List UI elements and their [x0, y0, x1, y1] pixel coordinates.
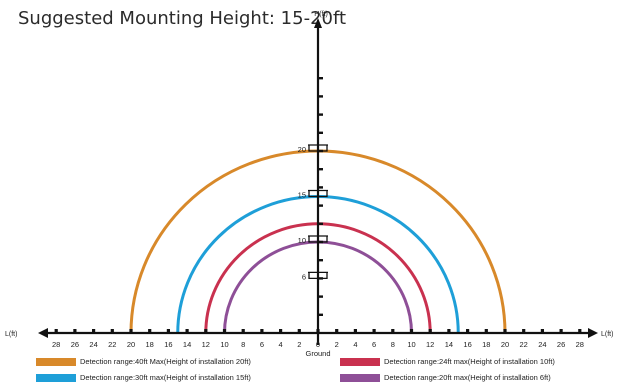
- x-tick: [279, 329, 283, 333]
- right-arrow-icon: [588, 328, 598, 338]
- x-tick-label: 8: [241, 340, 245, 349]
- sensor-mount-icon: [308, 189, 328, 198]
- y-axis-title: H(ft): [314, 11, 328, 18]
- y-tick: [318, 95, 323, 98]
- x-tick-label: 14: [445, 340, 453, 349]
- y-tick: [318, 77, 323, 80]
- x-tick-label: 12: [202, 340, 210, 349]
- legend-item-range-24ft: Detection range:24ft max(Height of insta…: [340, 357, 555, 366]
- sensor-mount-icon: [308, 144, 328, 152]
- x-tick: [335, 329, 339, 333]
- x-tick: [92, 329, 96, 333]
- x-tick-label: 4: [353, 340, 357, 349]
- legend-label: Detection range:24ft max(Height of insta…: [384, 357, 555, 366]
- up-arrow-icon: [314, 18, 322, 28]
- x-tick-label: 28: [576, 340, 584, 349]
- page-title: Suggested Mounting Height: 15-20ft: [18, 8, 347, 29]
- x-tick: [559, 329, 563, 333]
- x-tick: [260, 329, 264, 333]
- x-tick: [522, 329, 526, 333]
- x-tick: [578, 329, 582, 333]
- x-tick: [73, 329, 77, 333]
- x-tick-label: 2: [335, 340, 339, 349]
- legend-item-range-30ft: Detection range:30ft max(Height of insta…: [36, 373, 251, 382]
- x-tick-label: 12: [426, 340, 434, 349]
- x-tick-label: 10: [407, 340, 415, 349]
- x-tick: [129, 329, 133, 333]
- height-marker-label: 15: [298, 191, 306, 200]
- x-tick: [353, 329, 357, 333]
- y-tick: [318, 222, 323, 225]
- x-axis-title-left: L(ft): [5, 331, 17, 338]
- x-tick-label: 6: [260, 340, 264, 349]
- x-tick: [540, 329, 544, 333]
- y-tick: [318, 313, 323, 316]
- x-tick: [204, 329, 208, 333]
- legend-item-range-20ft: Detection range:20ft max(Height of insta…: [340, 373, 551, 382]
- sensor-mount-icon: [308, 271, 328, 280]
- x-tick-label: 24: [538, 340, 546, 349]
- x-axis-title-right: L(ft): [601, 331, 613, 338]
- height-marker-label: 20: [298, 145, 306, 154]
- height-marker-label: 10: [298, 236, 306, 245]
- legend-label: Detection range:40ft Max(Height of insta…: [80, 357, 251, 366]
- x-tick-label: 14: [183, 340, 191, 349]
- x-tick-label: 20: [501, 340, 509, 349]
- x-tick: [466, 329, 470, 333]
- legend-swatch-red: [340, 357, 380, 366]
- x-tick-label: 8: [391, 340, 395, 349]
- x-tick-label: 6: [372, 340, 376, 349]
- x-tick: [166, 329, 170, 333]
- x-tick: [391, 329, 395, 333]
- x-tick-label: 18: [482, 340, 490, 349]
- x-tick: [185, 329, 189, 333]
- x-tick-label: 10: [220, 340, 228, 349]
- x-tick: [372, 329, 376, 333]
- legend-label: Detection range:30ft max(Height of insta…: [80, 373, 251, 382]
- legend-item-range-40ft: Detection range:40ft Max(Height of insta…: [36, 357, 251, 366]
- x-tick-label: 26: [71, 340, 79, 349]
- x-tick-label: 18: [146, 340, 154, 349]
- x-tick: [409, 329, 414, 333]
- x-tick: [484, 329, 488, 333]
- x-tick: [503, 329, 507, 333]
- y-tick: [318, 113, 323, 116]
- x-tick: [428, 329, 432, 333]
- left-arrow-icon: [38, 328, 48, 338]
- x-tick-label: 28: [52, 340, 60, 349]
- height-marker-label: 6: [302, 272, 306, 281]
- sensor-mount-icon: [308, 235, 328, 243]
- x-tick: [447, 329, 451, 333]
- legend-swatch-blue: [36, 373, 76, 382]
- x-tick: [297, 329, 301, 333]
- x-tick-label: 24: [89, 340, 97, 349]
- x-tick: [222, 329, 227, 333]
- y-tick: [318, 186, 323, 189]
- y-tick: [318, 295, 323, 298]
- x-tick: [241, 329, 245, 333]
- legend-swatch-purple: [340, 373, 380, 382]
- x-tick-label: 26: [557, 340, 565, 349]
- x-tick: [54, 329, 58, 333]
- x-tick: [316, 329, 320, 333]
- x-tick: [148, 329, 152, 333]
- legend-label: Detection range:20ft max(Height of insta…: [384, 373, 551, 382]
- x-tick-label: 22: [520, 340, 528, 349]
- y-tick: [318, 204, 323, 207]
- y-tick: [318, 168, 323, 171]
- x-tick-label: 22: [108, 340, 116, 349]
- x-tick-label: 4: [279, 340, 283, 349]
- x-tick: [110, 329, 114, 333]
- legend-swatch-orange: [36, 357, 76, 366]
- x-tick-label: 20: [127, 340, 135, 349]
- y-tick: [318, 131, 323, 134]
- y-tick: [318, 259, 323, 262]
- x-tick-label: 2: [297, 340, 301, 349]
- x-tick-label: 0: [316, 340, 320, 349]
- ground-label: Ground: [305, 349, 330, 358]
- x-tick-label: 16: [164, 340, 172, 349]
- x-tick-label: 16: [463, 340, 471, 349]
